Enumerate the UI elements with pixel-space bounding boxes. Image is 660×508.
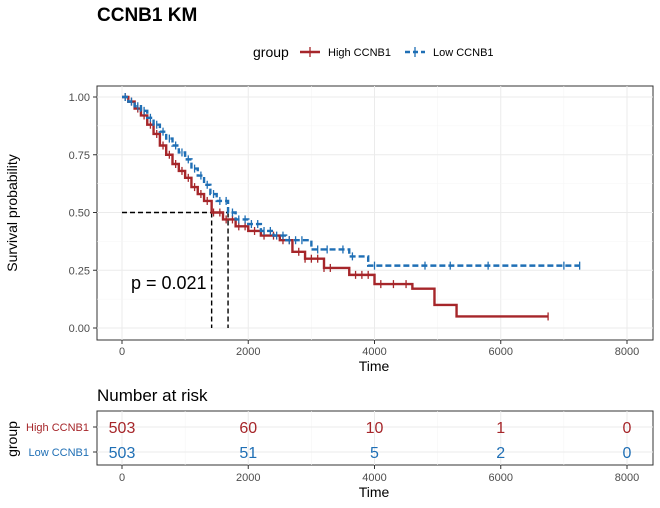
risk-count: 5 <box>370 445 379 462</box>
risk-count: 51 <box>239 445 257 462</box>
km-plot-panel: p = 0.021 0.00 0.25 0.50 0.75 1.00 0 2000 4000… <box>4 85 654 374</box>
risk-x-tick-label: 8000 <box>615 472 639 484</box>
p-value-annotation: p = 0.021 <box>131 273 207 293</box>
risk-grid <box>97 411 653 465</box>
y-tick-label: 0.75 <box>69 150 90 162</box>
x-tick-label: 0 <box>119 346 125 358</box>
legend-label-high: High CCNB1 <box>328 47 391 59</box>
legend-label-low: Low CCNB1 <box>433 47 494 59</box>
risk-count: 10 <box>366 420 384 437</box>
legend-key-low <box>405 47 425 57</box>
legend-title: group <box>253 44 289 60</box>
risk-table-title: Number at risk <box>97 386 208 405</box>
y-axis-title: Survival probability <box>4 154 20 272</box>
median-lines <box>122 211 229 328</box>
risk-count: 2 <box>496 445 505 462</box>
survival-curve-low <box>122 95 580 267</box>
y-tick-label: 1.00 <box>69 92 90 104</box>
risk-y-axis-title: group <box>4 421 20 457</box>
risk-count: 1 <box>496 420 505 437</box>
survival-curves <box>122 93 581 321</box>
survival-curve-high <box>122 95 549 318</box>
risk-x-tick-label: 6000 <box>489 472 513 484</box>
x-axis: 0 2000 4000 6000 8000 <box>119 340 639 358</box>
risk-count: 0 <box>623 420 632 437</box>
y-tick-label: 0.00 <box>69 323 90 335</box>
risk-row-label: Low CCNB1 <box>28 447 89 459</box>
legend-key-high <box>300 47 320 57</box>
x-axis-title: Time <box>359 358 390 374</box>
x-tick-label: 2000 <box>236 346 260 358</box>
risk-x-axis-title: Time <box>359 484 390 500</box>
risk-x-tick-label: 0 <box>119 472 125 484</box>
risk-x-tick-label: 2000 <box>236 472 260 484</box>
x-tick-label: 4000 <box>362 346 386 358</box>
y-tick-label: 0.50 <box>69 208 90 220</box>
y-axis: 0.00 0.25 0.50 0.75 1.00 <box>69 92 97 335</box>
risk-row-label: High CCNB1 <box>26 422 89 434</box>
legend: group High CCNB1 Low CCNB1 <box>253 44 494 60</box>
risk-count: 60 <box>239 420 257 437</box>
risk-count: 0 <box>623 445 632 462</box>
grid <box>97 86 653 340</box>
chart-title: CCNB1 KM <box>97 5 197 26</box>
x-tick-label: 8000 <box>615 346 639 358</box>
risk-count: 503 <box>109 445 136 462</box>
risk-count: 503 <box>109 420 136 437</box>
risk-x-axis: 0 2000 4000 6000 8000 <box>119 465 639 484</box>
x-tick-label: 6000 <box>489 346 513 358</box>
y-tick-label: 0.25 <box>69 265 90 277</box>
risk-x-tick-label: 4000 <box>362 472 386 484</box>
